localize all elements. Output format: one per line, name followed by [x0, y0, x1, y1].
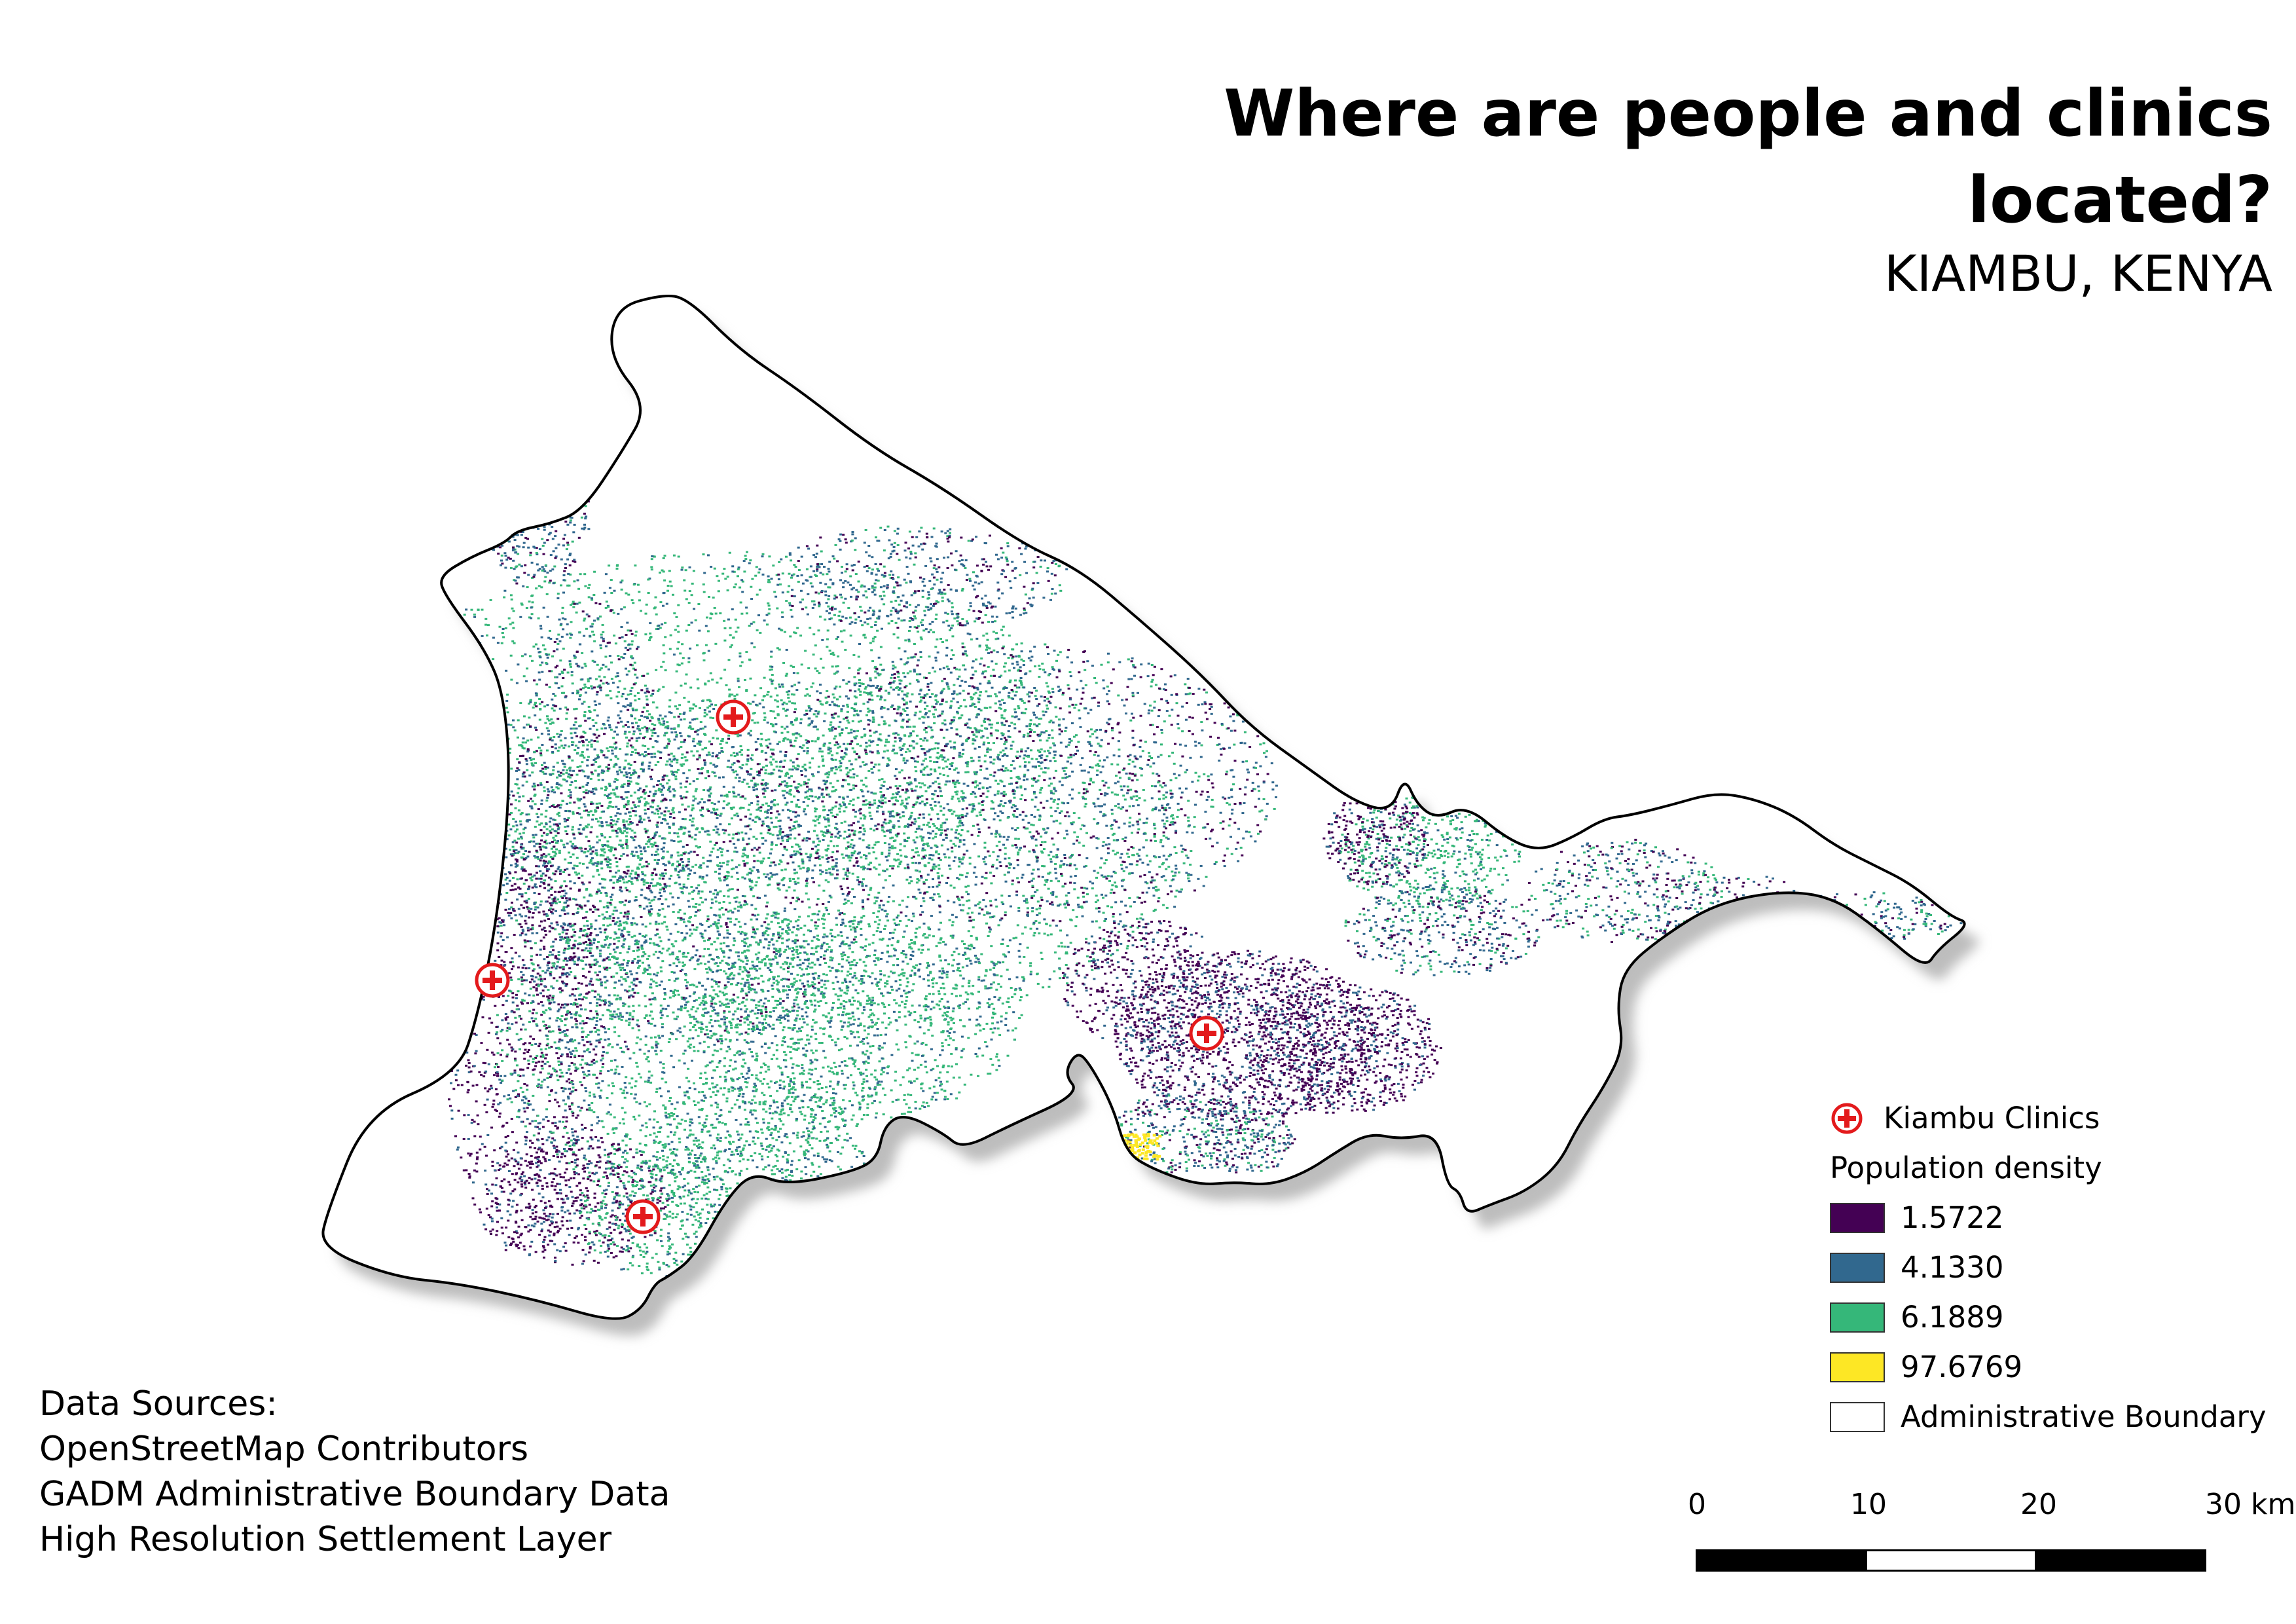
legend-class-row: 97.6769: [1830, 1349, 2022, 1386]
scale-tick-label: 0: [1688, 1488, 1706, 1521]
data-sources: Data Sources: OpenStreetMap Contributors…: [39, 1382, 670, 1562]
legend-class-row: 6.1889: [1830, 1299, 2003, 1336]
map-title: Where are people and clinics located?: [1224, 77, 2272, 238]
legend-swatch: [1830, 1253, 1885, 1283]
map-subtitle: KIAMBU, KENYA: [1884, 244, 2272, 303]
legend-class-row: 4.1330: [1830, 1249, 2003, 1286]
source-line: GADM Administrative Boundary Data: [39, 1475, 670, 1514]
legend-class-label: 1.5722: [1901, 1200, 2004, 1235]
legend-class-row: 1.5722: [1830, 1200, 2003, 1236]
county-fill: [323, 296, 1965, 1319]
scale-segment: [1865, 1549, 2037, 1572]
legend-swatch: [1830, 1203, 1885, 1233]
legend-density-heading: Population density: [1830, 1151, 2102, 1185]
legend-clinics-row: Kiambu Clinics: [1830, 1100, 2100, 1137]
red-cross-circle-icon[interactable]: [475, 963, 510, 998]
red-cross-circle-icon: [1831, 1103, 1863, 1134]
legend-swatch: [1830, 1302, 1885, 1333]
scale-tick-label: 30 km: [2205, 1488, 2296, 1521]
legend-boundary-label: Administrative Boundary: [1901, 1399, 2267, 1434]
legend-class-label: 4.1330: [1901, 1250, 2004, 1285]
red-cross-circle-icon[interactable]: [1189, 1016, 1224, 1051]
scale-tick-label: 10: [1850, 1488, 1887, 1521]
red-cross-circle-icon[interactable]: [625, 1199, 661, 1234]
legend-boundary-row: Administrative Boundary: [1830, 1399, 2267, 1435]
scale-segment: [1696, 1549, 1867, 1572]
scale-bar: 0 10 20 30 km: [1688, 1486, 2295, 1585]
legend-class-label: 6.1889: [1901, 1300, 2004, 1335]
red-cross-circle-icon[interactable]: [716, 699, 751, 735]
source-line: High Resolution Settlement Layer: [39, 1520, 611, 1559]
scale-tick-label: 20: [2020, 1488, 2057, 1521]
legend-swatch: [1830, 1352, 1885, 1382]
administrative-boundary[interactable]: [321, 295, 1966, 1320]
legend-swatch-boundary: [1830, 1402, 1885, 1432]
clinics-layer: [475, 699, 1224, 1234]
source-line: OpenStreetMap Contributors: [39, 1430, 529, 1469]
scale-segment: [2035, 1549, 2206, 1572]
legend-clinics-label: Kiambu Clinics: [1884, 1101, 2100, 1135]
sources-heading: Data Sources:: [39, 1384, 278, 1424]
legend-class-label: 97.6769: [1901, 1350, 2023, 1384]
